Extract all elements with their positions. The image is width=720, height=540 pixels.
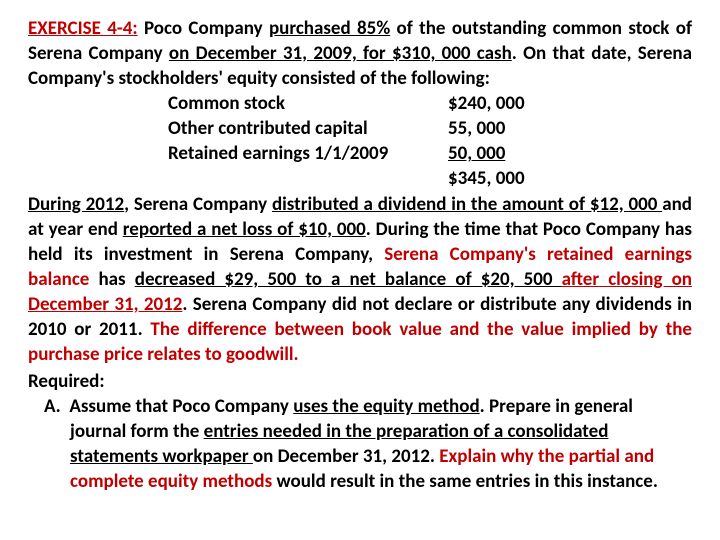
p2-u3: reported a net loss of $10, 000 — [123, 218, 366, 241]
table-row: Retained earnings 1/1/2009 50, 000 — [168, 141, 692, 166]
required-section: Required: A. Assume that Poco Company us… — [28, 369, 692, 494]
equity-label: Common stock — [168, 91, 448, 116]
ra-t3: on December 31, 2012. — [253, 445, 439, 468]
required-label: Required: — [28, 369, 692, 394]
p2-u1: During 2012 — [28, 193, 124, 216]
body-paragraph: During 2012, Serena Company distributed … — [28, 192, 692, 368]
equity-value: $240, 000 — [448, 91, 525, 116]
table-row: Common stock $240, 000 — [168, 91, 692, 116]
ra-u1: uses the equity method — [293, 395, 479, 418]
p2-u2: distributed a dividend in the amount of … — [272, 193, 662, 216]
p2-u4: decreased $29, 500 to a net balance of $… — [135, 268, 562, 291]
equity-total: $345, 000 — [448, 166, 525, 191]
exercise-label: EXERCISE 4-4: — [28, 17, 138, 40]
exercise-document: EXERCISE 4-4: Poco Company purchased 85%… — [0, 0, 720, 504]
p1-u1: purchased 85% — [269, 17, 390, 40]
requirement-a: A. Assume that Poco Company uses the equ… — [28, 394, 692, 494]
req-marker: A. — [44, 395, 61, 418]
p1-u2: on December 31, 2009, for $310, 000 cash — [169, 42, 512, 65]
equity-label — [168, 166, 448, 191]
table-row: $345, 000 — [168, 166, 692, 191]
table-row: Other contributed capital 55, 000 — [168, 116, 692, 141]
equity-label: Retained earnings 1/1/2009 — [168, 141, 448, 166]
p2-t4: has — [89, 268, 134, 291]
intro-paragraph: EXERCISE 4-4: Poco Company purchased 85%… — [28, 16, 692, 91]
equity-label: Other contributed capital — [168, 116, 448, 141]
equity-value: 55, 000 — [448, 116, 505, 141]
p1-text: Poco Company — [138, 17, 269, 40]
p2-t1: , Serena Company — [124, 193, 272, 216]
equity-value: 50, 000 — [448, 141, 505, 166]
equity-table: Common stock $240, 000 Other contributed… — [168, 91, 692, 191]
ra-t1: Assume that Poco Company — [69, 395, 293, 418]
ra-t4: would result in the same entries in this… — [272, 470, 658, 493]
